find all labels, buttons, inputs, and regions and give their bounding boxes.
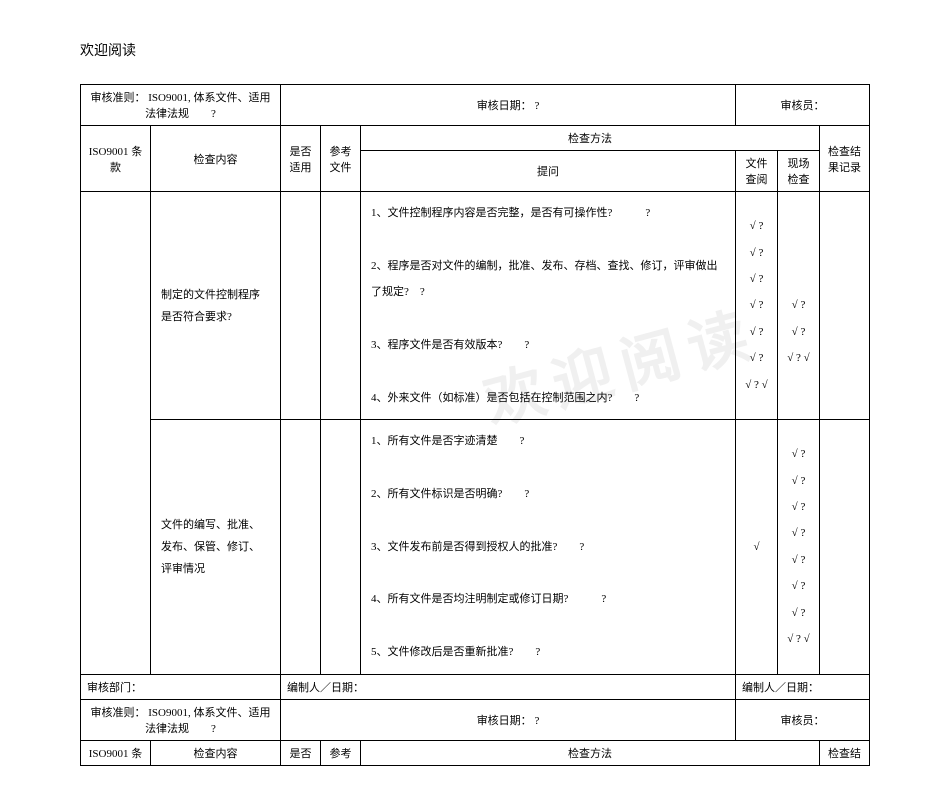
col-question: 提问 bbox=[361, 151, 736, 192]
table-row: 文件的编写、批准、发布、保管、修订、评审情况 1、所有文件是否字迹清楚 ? 2、… bbox=[81, 420, 870, 675]
cell-questions: 1、文件控制程序内容是否完整，是否有可操作性? ? 2、程序是否对文件的编制，批… bbox=[361, 192, 736, 420]
cell-result bbox=[820, 192, 870, 420]
col-header-row-2: ISO9001 条 检查内容 是否 参考 检查方法 检查结 bbox=[81, 740, 870, 765]
col-header-row-a: ISO9001 条款 检查内容 是否适用 参考文件 检查方法 检查结果记录 bbox=[81, 126, 870, 151]
cell-content: 文件的编写、批准、发布、保管、修订、评审情况 bbox=[151, 420, 281, 675]
cell-doc-review: √ ? √ ? √ ? √ ? √ ? √ ? √ ? √ bbox=[736, 192, 778, 420]
cell-applicable bbox=[281, 420, 321, 675]
col2-result: 检查结 bbox=[820, 740, 870, 765]
col-ref-doc: 参考文件 bbox=[321, 126, 361, 192]
audit-table: 审核准则： ISO9001, 体系文件、适用法律法规 ? 审核日期： ? 审核员… bbox=[80, 84, 870, 766]
col-check-method: 检查方法 bbox=[361, 126, 820, 151]
cell-site-check: √ ? √ ? √ ? √ ? √ ? √ ? √ ? √ ? √ bbox=[778, 420, 820, 675]
date-value: ? bbox=[534, 100, 539, 112]
criteria-label: 审核准则： bbox=[91, 92, 146, 104]
cell-questions: 1、所有文件是否字迹清楚 ? 2、所有文件标识是否明确? ? 3、文件发布前是否… bbox=[361, 420, 736, 675]
table-row: 制定的文件控制程序是否符合要求? 1、文件控制程序内容是否完整，是否有可操作性?… bbox=[81, 192, 870, 420]
header-row-1: 审核准则： ISO9001, 体系文件、适用法律法规 ? 审核日期： ? 审核员… bbox=[81, 85, 870, 126]
cell-applicable bbox=[281, 192, 321, 420]
col2-check-content: 检查内容 bbox=[151, 740, 281, 765]
criteria-value: ISO9001, 体系文件、适用法律法规 ? bbox=[145, 92, 270, 120]
cell-site-check: √ ? √ ? √ ? √ bbox=[778, 192, 820, 420]
editor-label: 编制人／日期： bbox=[287, 682, 364, 694]
cell-clause bbox=[81, 192, 151, 675]
cell-content: 制定的文件控制程序是否符合要求? bbox=[151, 192, 281, 420]
col-doc-review: 文件查阅 bbox=[736, 151, 778, 192]
page-title: 欢迎阅读 bbox=[80, 40, 870, 60]
col2-applicable: 是否 bbox=[281, 740, 321, 765]
col-result: 检查结果记录 bbox=[820, 126, 870, 192]
date-label: 审核日期： bbox=[477, 100, 532, 112]
col-site-check: 现场检查 bbox=[778, 151, 820, 192]
header-row-2: 审核准则： ISO9001, 体系文件、适用法律法规 ? 审核日期： ? 审核员… bbox=[81, 699, 870, 740]
cell-doc-review: √ bbox=[736, 420, 778, 675]
auditor-label: 审核员： bbox=[781, 100, 825, 112]
cell-result bbox=[820, 420, 870, 675]
col2-check-method: 检查方法 bbox=[361, 740, 820, 765]
cell-refdoc bbox=[321, 192, 361, 420]
criteria-value-2: ISO9001, 体系文件、适用法律法规 ? bbox=[145, 707, 270, 735]
dept-label: 审核部门： bbox=[87, 682, 142, 694]
footer-row: 审核部门： 编制人／日期： 编制人／日期： bbox=[81, 674, 870, 699]
col2-ref-doc: 参考 bbox=[321, 740, 361, 765]
col2-clause: ISO9001 条 bbox=[81, 740, 151, 765]
col-applicable: 是否适用 bbox=[281, 126, 321, 192]
date-label-2: 审核日期： bbox=[477, 715, 532, 727]
col-check-content: 检查内容 bbox=[151, 126, 281, 192]
date-value-2: ? bbox=[534, 715, 539, 727]
cell-refdoc bbox=[321, 420, 361, 675]
col-clause: ISO9001 条款 bbox=[81, 126, 151, 192]
editor2-label: 编制人／日期： bbox=[742, 682, 819, 694]
auditor-label-2: 审核员： bbox=[781, 715, 825, 727]
criteria-label-2: 审核准则： bbox=[91, 707, 146, 719]
